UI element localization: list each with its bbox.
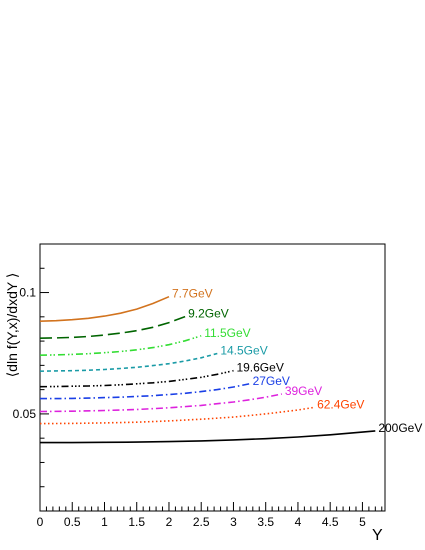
x-tick-label: 2 (166, 515, 173, 529)
series-line-8 (40, 430, 376, 444)
x-tick-label: 3 (230, 515, 237, 529)
x-tick-label: 1 (101, 515, 108, 529)
series-layer (39, 295, 376, 444)
x-tick-label: 1.5 (128, 515, 145, 529)
series-label-5: 27GeV (253, 374, 290, 388)
series-line-6 (39, 393, 282, 413)
series-line-5 (40, 383, 250, 400)
x-axis-ticks: 0 0.5 1 1.5 2 2.5 3 3.5 4 4.5 5 (37, 502, 383, 529)
series-label-8: 200GeV (378, 421, 422, 435)
series-line-3 (39, 352, 218, 372)
x-tick-label: 0.5 (64, 515, 81, 529)
plot-frame (39, 243, 386, 512)
series-label-0: 7.7GeV (172, 287, 213, 301)
series-line-7 (39, 406, 315, 425)
x-tick-label: 5 (359, 515, 366, 529)
series-line-0 (39, 295, 170, 322)
series-label-6: 39GeV (285, 384, 322, 398)
series-line-2 (39, 335, 202, 356)
x-tick-label: 4.5 (322, 515, 339, 529)
y-tick-label: 0.1 (19, 286, 36, 300)
x-tick-label: 0 (37, 515, 44, 529)
y-axis-title: ⟨dln f(Y,x)/dxdY ⟩ (4, 273, 20, 378)
series-label-4: 19.6GeV (236, 361, 283, 375)
x-tick-label: 2.5 (193, 515, 210, 529)
series-line-4 (39, 369, 234, 388)
series-label-7: 62.4GeV (317, 397, 364, 411)
x-tick-label: 3.5 (257, 515, 274, 529)
y-tick-label: 0.05 (13, 407, 37, 421)
x-axis-title: Y (372, 527, 383, 544)
series-line-1 (39, 315, 186, 339)
series-label-3: 14.5GeV (220, 343, 267, 357)
series-label-layer: 7.7GeV 9.2GeV 11.5GeV 14.5GeV 19.6GeV27GeV39… (172, 287, 422, 435)
series-label-2: 11.5GeV (204, 326, 250, 340)
y-axis-ticks: 0.05 0.1 (13, 243, 49, 512)
series-label-1: 9.2GeV (188, 307, 229, 321)
x-tick-label: 4 (295, 515, 302, 529)
